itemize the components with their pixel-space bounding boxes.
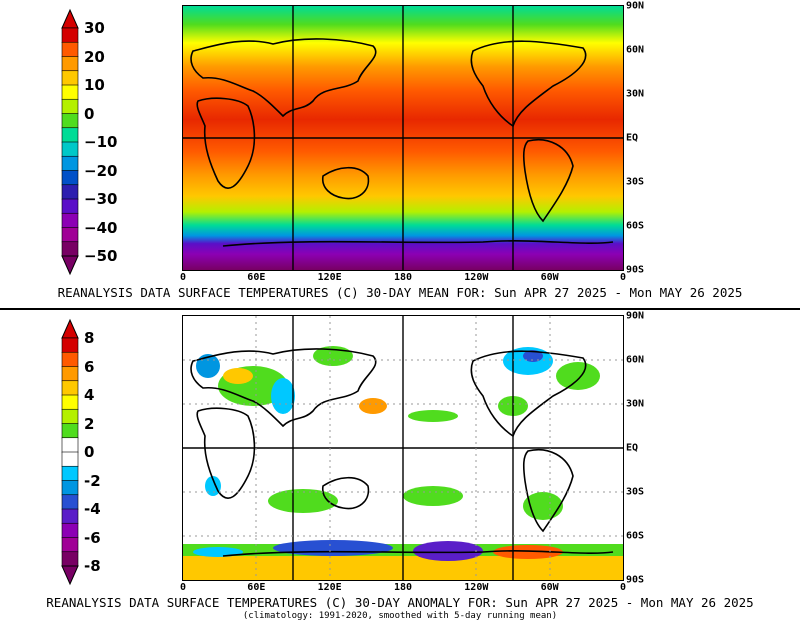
- anomaly-colorbar-top-arrow: [61, 318, 79, 339]
- mean-colorbar-segment: [61, 98, 79, 115]
- anomaly-subcaption: (climatology: 1991-2020, smoothed with 5…: [242, 611, 558, 621]
- mean-colorbar-label: 30: [84, 19, 105, 37]
- mean-colorbar-segment: [61, 56, 79, 72]
- anomaly-longitude-label: 60W: [540, 582, 559, 593]
- coastlines: [190, 38, 614, 247]
- mean-colorbar: [61, 8, 79, 276]
- panel-divider: [0, 308, 800, 310]
- anomaly-colorbar-segment: [61, 480, 79, 496]
- mean-longitude-label: 120W: [464, 272, 489, 283]
- mean-latitude-label: 60S: [626, 220, 645, 232]
- anomaly-temperature-panel: 8 6 4 2 0 -2 -4 -6 -8: [0, 310, 800, 621]
- mean-colorbar-segment: [61, 127, 79, 143]
- mean-colorbar-label: −30: [84, 190, 118, 208]
- anomaly-colorbar-label: 8: [84, 329, 95, 347]
- anomaly-dotted-grid: [183, 316, 623, 580]
- mean-latitude-label: 30N: [626, 88, 645, 100]
- mean-caption: REANALYSIS DATA SURFACE TEMPERATURES (C)…: [57, 285, 743, 300]
- mean-colorbar-segment: [61, 170, 79, 186]
- anomaly-longitude-label: 180: [393, 582, 413, 593]
- mean-colorbar-segment: [61, 41, 79, 58]
- anomaly-colorbar-label: 4: [84, 386, 95, 404]
- mean-colorbar-segment: [61, 141, 79, 157]
- anomaly-colorbar-label: 2: [84, 414, 95, 433]
- anomaly-colorbar-bottom-arrow: [61, 565, 79, 586]
- anomaly-colorbar-segment: [61, 408, 79, 425]
- grid-lines: [183, 6, 623, 270]
- anomaly-colorbar-segment: [61, 522, 79, 539]
- anomaly-colorbar: [61, 318, 79, 586]
- mean-colorbar-label: 0: [84, 104, 95, 123]
- anomaly-latitude-label: 60N: [626, 354, 645, 366]
- anomaly-colorbar-segment: [61, 551, 79, 567]
- anomaly-longitude-label: 60E: [247, 582, 266, 593]
- mean-colorbar-bottom-arrow: [61, 255, 79, 276]
- anomaly-longitude-label: 120E: [317, 582, 342, 593]
- mean-colorbar-label: −20: [84, 161, 118, 180]
- anomaly-colorbar-segment: [61, 423, 79, 439]
- mean-latitude-label: EQ: [626, 132, 639, 144]
- anomaly-longitude-label: 0: [179, 582, 187, 593]
- anomaly-caption: REANALYSIS DATA SURFACE TEMPERATURES (C)…: [46, 595, 754, 610]
- mean-colorbar-segment: [61, 113, 79, 129]
- anomaly-colorbar-label: 6: [84, 357, 95, 376]
- anomaly-coastlines: [190, 348, 614, 557]
- mean-latitude-label: 90N: [626, 0, 645, 12]
- mean-longitude-label: 60E: [247, 272, 266, 283]
- mean-colorbar-segment: [61, 70, 79, 86]
- anomaly-colorbar-label: -4: [84, 500, 101, 518]
- mean-colorbar-label: −10: [84, 133, 118, 151]
- anomaly-latitude-label: 30S: [626, 486, 645, 498]
- anomaly-longitude-label: 120W: [464, 582, 489, 593]
- anomaly-colorbar-segment: [61, 451, 79, 467]
- anomaly-longitude-label: 0: [619, 582, 627, 593]
- anomaly-colorbar-label: -6: [84, 528, 101, 547]
- anomaly-colorbar-label: -8: [84, 557, 101, 575]
- mean-colorbar-segment: [61, 241, 79, 257]
- anomaly-colorbar-segment: [61, 537, 79, 553]
- mean-colorbar-label: 20: [84, 47, 105, 66]
- anomaly-latitude-label: 30N: [626, 398, 645, 410]
- anomaly-colorbar-segment: [61, 508, 79, 524]
- anomaly-colorbar-segment: [61, 366, 79, 382]
- mean-temperature-panel: 30 20 10 0 −10 −20 −30 −40 −50: [0, 0, 800, 310]
- mean-longitude-label: 60W: [540, 272, 559, 283]
- anomaly-colorbar-segment: [61, 337, 79, 353]
- anomaly-latitude-label: 90S: [626, 574, 645, 586]
- mean-colorbar-segment: [61, 84, 79, 100]
- mean-colorbar-segment: [61, 27, 79, 43]
- mean-colorbar-label: −40: [84, 218, 118, 237]
- anomaly-colorbar-label: 0: [84, 443, 95, 461]
- mean-colorbar-segment: [61, 198, 79, 214]
- mean-latitude-label: 90S: [626, 264, 645, 276]
- mean-longitude-label: 180: [393, 272, 413, 283]
- anomaly-colorbar-segment: [61, 494, 79, 510]
- mean-temperature-map: [182, 5, 624, 271]
- anomaly-colorbar-segment: [61, 351, 79, 368]
- mean-longitude-label: 0: [179, 272, 187, 283]
- anomaly-latitude-label: 90N: [626, 310, 645, 322]
- mean-colorbar-segment: [61, 155, 79, 172]
- anomaly-colorbar-segment: [61, 465, 79, 482]
- mean-colorbar-top-arrow: [61, 8, 79, 29]
- anomaly-latitude-label: EQ: [626, 442, 639, 454]
- mean-colorbar-segment: [61, 212, 79, 229]
- anomaly-colorbar-segment: [61, 394, 79, 410]
- anomaly-colorbar-label: -2: [84, 471, 101, 490]
- anomaly-colorbar-segment: [61, 437, 79, 453]
- anomaly-colorbar-segment: [61, 380, 79, 396]
- mean-longitude-label: 0: [619, 272, 627, 283]
- anomaly-temperature-map: [182, 315, 624, 581]
- mean-colorbar-segment: [61, 184, 79, 200]
- mean-longitude-label: 120E: [317, 272, 342, 283]
- mean-latitude-label: 60N: [626, 44, 645, 56]
- mean-latitude-label: 30S: [626, 176, 645, 188]
- mean-colorbar-label: 10: [84, 76, 105, 94]
- mean-colorbar-segment: [61, 227, 79, 243]
- anomaly-latitude-label: 60S: [626, 530, 645, 542]
- mean-colorbar-label: −50: [84, 247, 118, 265]
